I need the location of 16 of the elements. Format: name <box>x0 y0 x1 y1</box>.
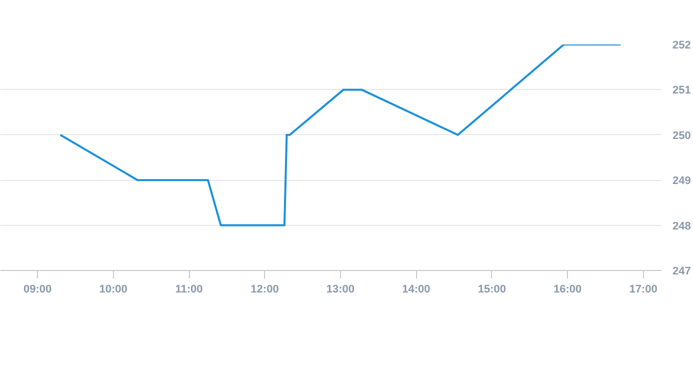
x-tick-label: 11:00 <box>175 284 203 296</box>
y-tick-label: 247 <box>672 266 691 278</box>
y-tick-label: 248 <box>672 220 691 232</box>
y-tick-label: 252 <box>672 40 691 52</box>
x-tick-label: 09:00 <box>24 284 52 296</box>
y-tick-label: 250 <box>672 130 691 142</box>
y-tick-label: 249 <box>672 175 691 188</box>
y-tick-label: 251 <box>672 84 691 97</box>
x-tick-label: 15:00 <box>478 284 506 296</box>
line-series <box>59 44 622 226</box>
x-tick-label: 16:00 <box>554 284 582 296</box>
x-tick-label: 12:00 <box>250 284 279 296</box>
x-tick-label: 17:00 <box>629 284 658 296</box>
x-tick-label: 14:00 <box>402 284 430 296</box>
x-tick-label: 10:00 <box>99 284 128 296</box>
x-tick-label: 13:00 <box>326 284 355 296</box>
